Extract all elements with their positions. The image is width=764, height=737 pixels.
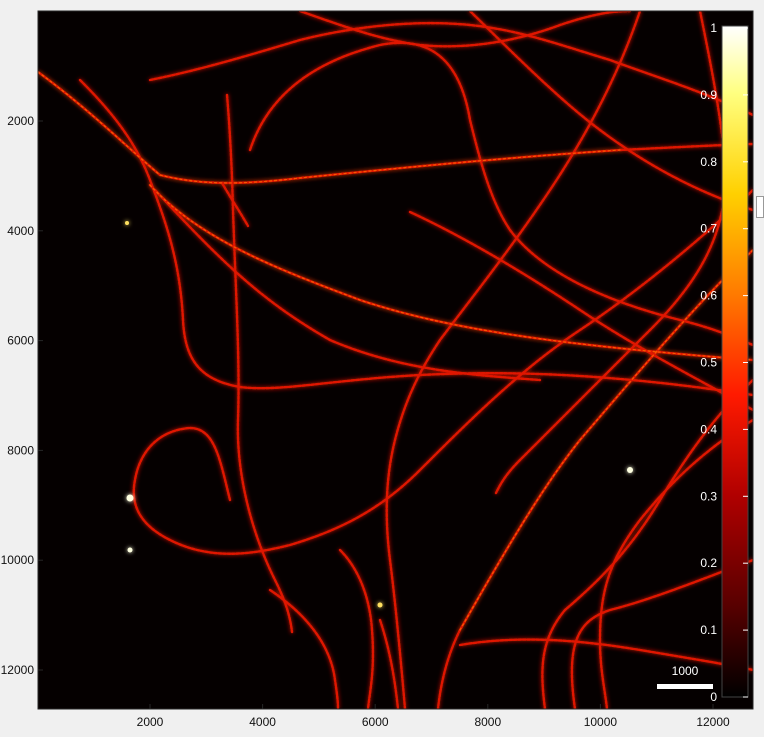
scale-bar-label: 1000: [672, 664, 699, 678]
bright-spot: [627, 467, 633, 473]
y-tick-label: 4000: [7, 224, 34, 238]
y-axis-ticks: 2000 4000 6000 8000 10000 12000: [1, 114, 43, 677]
filament: [541, 378, 753, 709]
bright-spot: [126, 494, 134, 502]
filament-highlight: [459, 249, 753, 631]
x-tick-label: 2000: [137, 715, 164, 729]
colorbar-tick-label: 0.2: [700, 556, 717, 570]
colorbar-tick-label: 0.1: [700, 623, 717, 637]
x-tick-label: 10000: [584, 715, 618, 729]
filament: [148, 21, 753, 117]
scale-bar-line: [657, 684, 713, 689]
y-tick-label: 10000: [1, 553, 35, 567]
filament: [225, 93, 294, 634]
filament: [220, 181, 250, 228]
colorbar: 1 0.9 0.8 0.7 0.6 0.5 0.4 0.3 0.2 0.1 0: [700, 21, 749, 704]
colorbar-ticks: 1 0.9 0.8 0.7 0.6 0.5 0.4 0.3 0.2 0.1 0: [700, 21, 748, 704]
bright-spots: [125, 221, 633, 608]
y-tick-label: 2000: [7, 114, 34, 128]
x-tick-label: 12000: [696, 715, 730, 729]
colorbar-tick-label: 0.7: [700, 222, 717, 236]
filament: [338, 548, 375, 709]
colorbar-tick-label: 0.6: [700, 289, 717, 303]
y-tick-label: 6000: [7, 334, 34, 348]
filament: [494, 11, 727, 495]
x-tick-label: 6000: [362, 715, 389, 729]
filament: [385, 11, 642, 709]
image-frame: [37, 10, 754, 710]
filament: [570, 558, 753, 709]
x-tick-label: 8000: [474, 715, 501, 729]
colorbar-tick-label: 0.5: [700, 356, 717, 370]
filament: [598, 418, 753, 709]
filament: [132, 188, 753, 555]
filament: [268, 588, 340, 709]
y-tick-label: 12000: [1, 663, 35, 677]
filament: [468, 11, 753, 212]
filament: [408, 210, 753, 412]
filament-highlight: [38, 71, 621, 184]
colorbar-tick-label: 0.8: [700, 155, 717, 169]
x-axis-ticks: 2000 4000 6000 8000 10000 12000: [137, 704, 730, 729]
bright-spot: [125, 221, 129, 225]
colorbar-tick-label: 0.3: [700, 489, 717, 503]
edge-marker: [756, 196, 764, 218]
colorbar-gradient: [721, 25, 749, 698]
bright-spot: [377, 602, 383, 608]
bright-spot: [127, 547, 133, 553]
colorbar-tick-label: 0: [710, 690, 717, 704]
filament: [378, 618, 400, 709]
colorbar-tick-label: 0.9: [700, 88, 717, 102]
filament-highlight: [149, 184, 753, 361]
filament: [298, 11, 632, 48]
y-tick-label: 8000: [7, 443, 34, 457]
filament: [78, 78, 753, 397]
filament: [248, 41, 753, 347]
colorbar-tick-label: 0.4: [700, 422, 717, 436]
x-tick-label: 4000: [249, 715, 276, 729]
image-background: [38, 11, 753, 709]
scale-bar: 1000: [657, 664, 713, 689]
filament-image: [38, 11, 753, 709]
colorbar-tick-label: 1: [710, 21, 717, 35]
filament: [153, 188, 542, 382]
